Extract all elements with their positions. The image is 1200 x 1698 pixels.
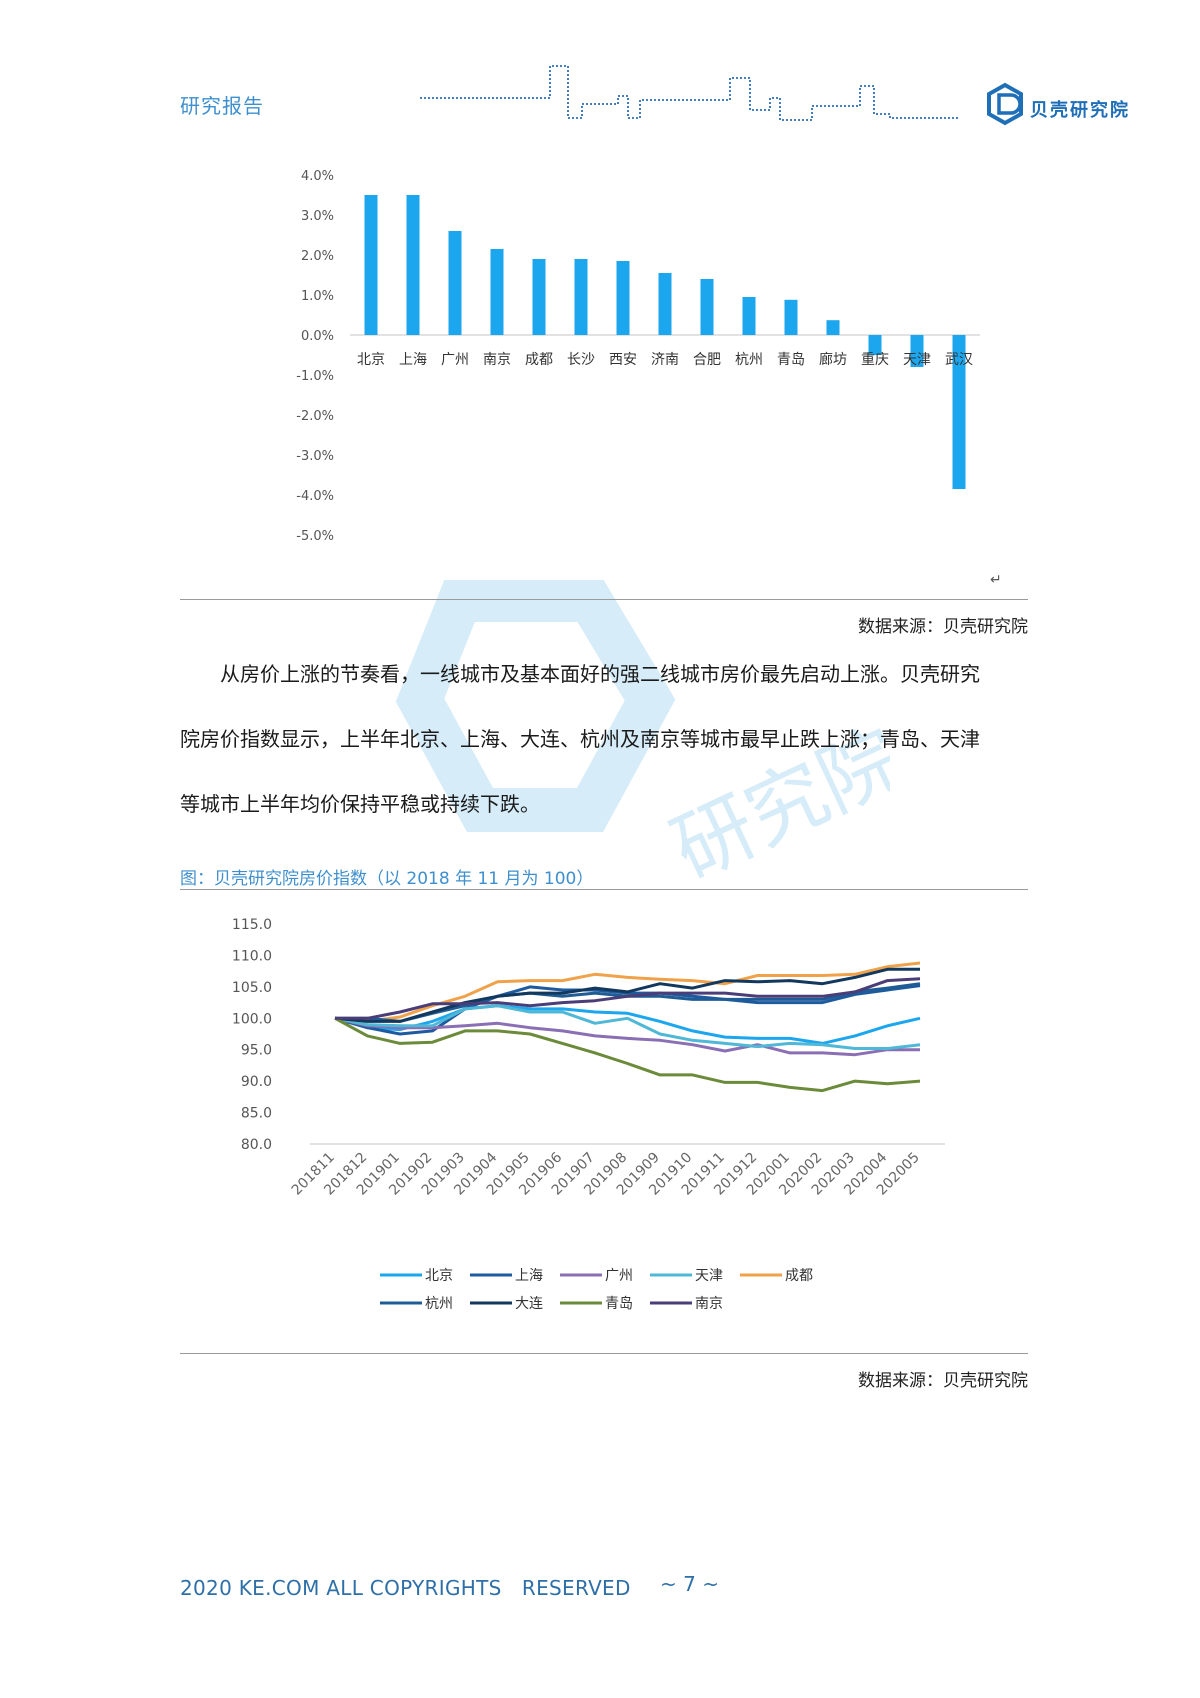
y-tick-label: -3.0% xyxy=(296,449,334,464)
y-tick-label: 3.0% xyxy=(301,209,334,224)
y-tick-label: 0.0% xyxy=(301,329,334,344)
y-tick-label: 100.0 xyxy=(232,1011,272,1027)
legend-label: 大连 xyxy=(515,1296,543,1312)
bar xyxy=(490,249,504,335)
y-tick-label: 95.0 xyxy=(241,1043,272,1059)
x-tick-label: 天津 xyxy=(903,352,931,368)
x-tick-label: 廊坊 xyxy=(819,351,847,368)
footer-copyright: 2020 KE.COM ALL COPYRIGHTS RESERVED xyxy=(180,1576,631,1600)
divider xyxy=(180,599,1028,600)
divider xyxy=(180,1353,1028,1354)
x-tick-label: 广州 xyxy=(441,352,469,368)
legend-label: 杭州 xyxy=(425,1296,453,1312)
bar xyxy=(532,259,546,335)
y-tick-label: 4.0% xyxy=(301,169,334,184)
page-number: ~ 7 ~ xyxy=(660,1572,719,1596)
legend-label: 南京 xyxy=(695,1296,723,1312)
paragraph-line-2: 院房价指数显示，上半年北京、上海、大连、杭州及南京等城市最早止跌上涨；青岛、天津 xyxy=(180,727,980,751)
bar-chart: 4.0% 3.0% 2.0% 1.0% 0.0% -1.0% -2.0% -3.0% -4.0%… xyxy=(296,169,980,544)
y-tick-label: 90.0 xyxy=(241,1074,272,1090)
bar xyxy=(574,259,588,335)
x-tick-label: 成都 xyxy=(525,352,553,368)
legend-label: 上海 xyxy=(515,1268,543,1284)
bar xyxy=(616,261,630,335)
x-tick-label: 南京 xyxy=(483,352,511,368)
bar-chart-source: 数据来源：贝壳研究院 xyxy=(858,617,1028,637)
y-tick-label: -4.0% xyxy=(296,489,334,504)
legend-label: 成都 xyxy=(785,1268,813,1284)
divider xyxy=(180,889,1028,890)
bar xyxy=(742,297,756,335)
bar xyxy=(952,335,966,489)
x-tick-label: 北京 xyxy=(357,352,385,368)
series-line xyxy=(335,977,921,1020)
bar xyxy=(364,195,378,335)
x-tick-label: 重庆 xyxy=(861,352,889,368)
ke-logo-icon xyxy=(987,82,1023,126)
y-tick-label: 110.0 xyxy=(232,948,272,964)
x-tick-label: 杭州 xyxy=(735,352,763,368)
x-tick-label: 青岛 xyxy=(777,352,805,368)
report-title: 研究报告 xyxy=(180,94,264,118)
paragraph-line-1: 从房价上涨的节奏看，一线城市及基本面好的强二线城市房价最先启动上涨。贝壳研究 xyxy=(220,662,980,686)
legend-label: 天津 xyxy=(695,1268,723,1284)
x-tick-label: 济南 xyxy=(651,352,679,368)
series-line xyxy=(334,967,920,1023)
legend-label: 青岛 xyxy=(605,1296,633,1312)
bar xyxy=(784,299,798,335)
line-chart-source: 数据来源：贝壳研究院 xyxy=(858,1371,1028,1391)
bar xyxy=(868,335,882,355)
series-line xyxy=(334,1004,921,1050)
y-tick-label: -2.0% xyxy=(296,409,334,424)
bar xyxy=(910,335,924,367)
bar xyxy=(406,195,420,335)
x-tick-label: 合肥 xyxy=(693,352,721,368)
y-tick-label: -5.0% xyxy=(296,529,334,544)
bar xyxy=(700,279,714,335)
logo-text: 贝壳研究院 xyxy=(1030,100,1130,121)
x-tick-label: 武汉 xyxy=(945,352,973,368)
y-tick-label: 105.0 xyxy=(232,980,272,996)
legend-label: 北京 xyxy=(425,1268,453,1284)
y-tick-label: -1.0% xyxy=(296,369,334,384)
y-tick-label: 2.0% xyxy=(301,249,334,264)
bar xyxy=(658,273,672,335)
legend-label: 广州 xyxy=(605,1268,633,1284)
y-tick-label: 80.0 xyxy=(241,1137,272,1153)
series-line xyxy=(334,1016,920,1057)
y-tick-label: 115.0 xyxy=(232,917,272,933)
x-tick-label: 长沙 xyxy=(567,352,595,368)
y-tick-label: 1.0% xyxy=(301,289,334,304)
figure-caption: 图：贝壳研究院房价指数（以 2018 年 11 月为 100） xyxy=(180,869,594,889)
return-mark: ↵ xyxy=(990,572,1002,588)
y-tick-label: 85.0 xyxy=(241,1106,272,1122)
paragraph-line-3: 等城市上半年均价保持平稳或持续下跌。 xyxy=(180,792,540,816)
bar xyxy=(448,231,462,335)
series-line xyxy=(334,1016,921,1093)
bar xyxy=(826,320,840,335)
x-tick-label: 西安 xyxy=(609,352,637,368)
skyline-decoration xyxy=(420,65,960,121)
watermark-logo: 研究院 xyxy=(395,580,890,897)
series-line xyxy=(334,961,921,1023)
x-tick-label: 上海 xyxy=(399,352,427,368)
